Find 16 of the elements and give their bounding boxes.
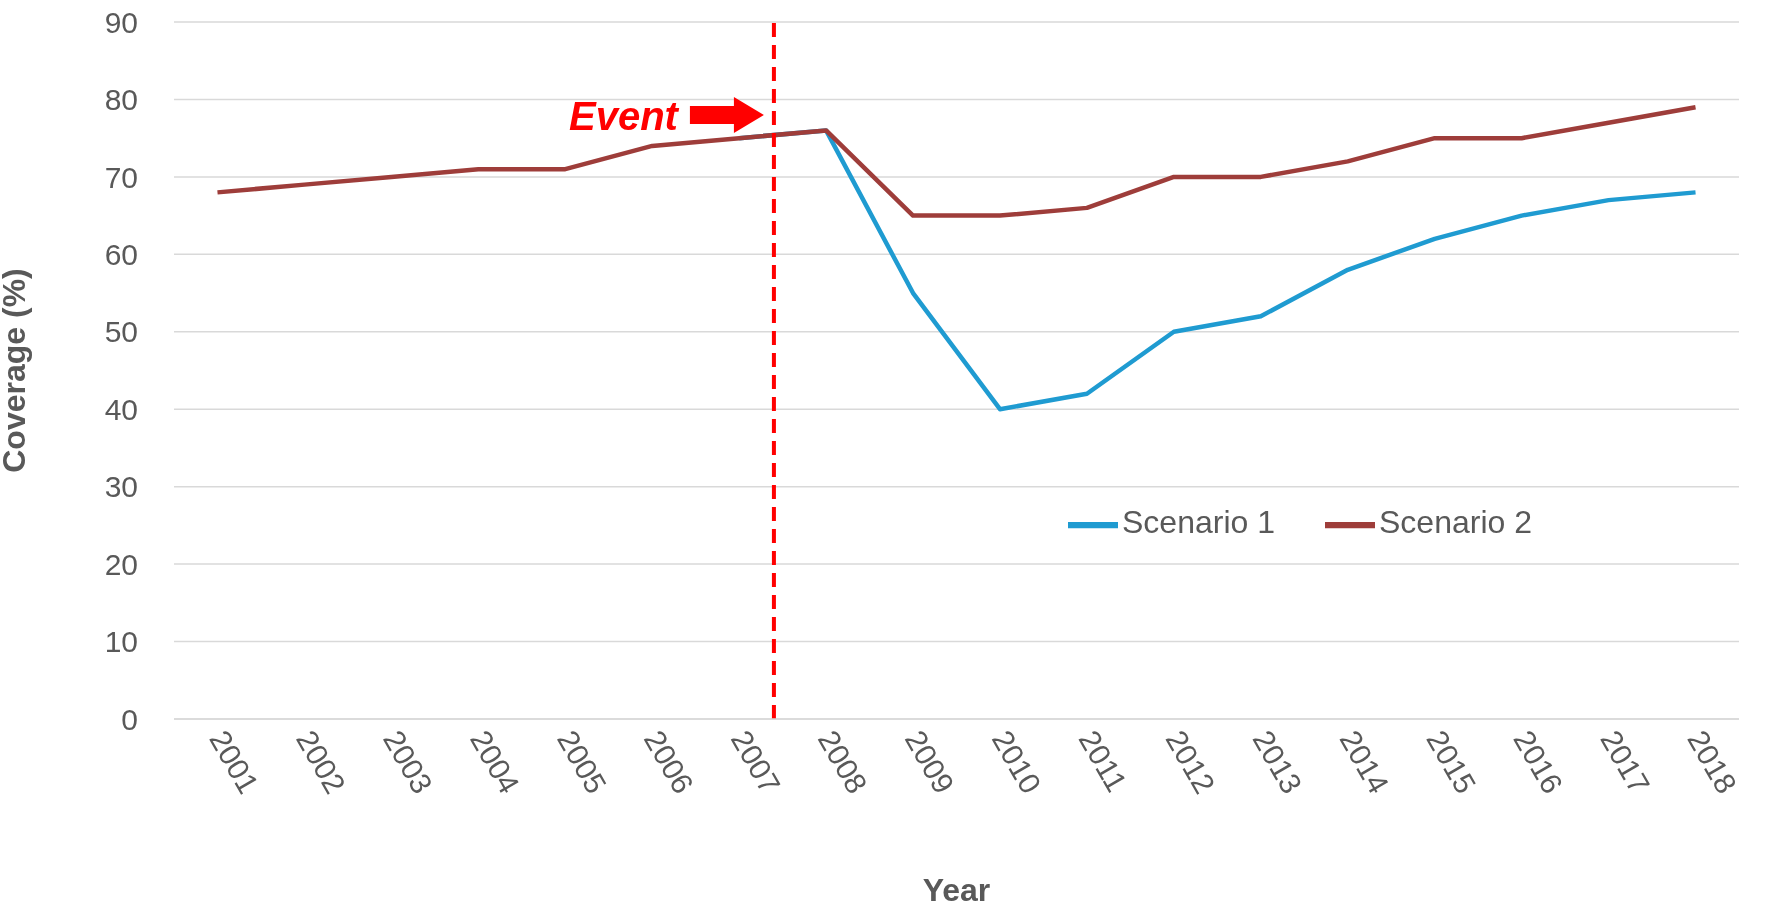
y-tick-label: 30: [104, 470, 138, 504]
y-tick-label: 20: [104, 547, 138, 581]
y-tick-label: 50: [104, 315, 138, 349]
y-tick-label: 0: [121, 702, 138, 736]
annotation: Event: [568, 93, 680, 138]
x-axis-title: Year: [922, 872, 991, 901]
y-tick-label: 60: [104, 237, 138, 271]
y-tick-label: 80: [104, 83, 138, 117]
y-axis-title: Coverage (%): [0, 268, 33, 473]
y-tick-label: 90: [104, 5, 138, 39]
y-tick-label: 10: [104, 625, 138, 659]
y-tick-label: 70: [104, 160, 138, 194]
y-tick-label: 40: [104, 392, 138, 426]
line-series: [215, 104, 1698, 218]
legend-label: Scenario 2: [1378, 504, 1532, 541]
legend-label: Scenario 1: [1122, 504, 1275, 541]
